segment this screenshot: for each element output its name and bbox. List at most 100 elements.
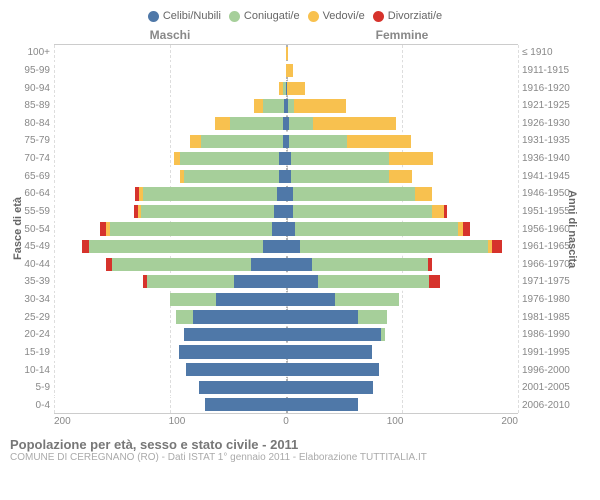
pyramid-row [54,80,518,98]
bar-segment-w [294,99,346,112]
bar-segment-d [429,275,441,288]
bar-segment-c [184,328,286,341]
swatch-vedovi [308,11,319,22]
age-band-label: 10-14 [24,361,54,379]
bar-segment-c [286,222,295,235]
bar-segment-c [279,170,286,183]
age-band-label: 20-24 [24,326,54,344]
bar-segment-c [286,345,372,358]
bar-segment-w [347,135,411,148]
birth-year-label: 1941-1945 [518,167,566,185]
bar-segment-m [184,170,279,183]
legend-label: Coniugati/e [244,10,300,22]
age-band-label: 30-34 [24,291,54,309]
plot-area [54,44,518,414]
pyramid-row [54,344,518,362]
bar-segment-m [263,99,284,112]
age-band-label: 55-59 [24,203,54,221]
age-band-label: 70-74 [24,150,54,168]
bar-segment-c [279,152,286,165]
pyramid-row [54,256,518,274]
bar-segment-w [287,82,304,95]
bar-segment-c [286,205,293,218]
birth-year-label: 1986-1990 [518,326,566,344]
birth-year-label: 1926-1930 [518,115,566,133]
bar-segment-w [215,117,230,130]
age-band-label: 25-29 [24,308,54,326]
bar-segment-c [286,258,312,271]
birth-year-label: ≤ 1910 [518,44,566,62]
pyramid-row [54,150,518,168]
bar-segment-m [180,152,279,165]
bar-segment-d [82,240,89,253]
birth-year-label: 1966-1970 [518,256,566,274]
bar-segment-c [205,398,286,411]
birth-year-label: 1981-1985 [518,308,566,326]
age-band-label: 65-69 [24,167,54,185]
xtick: 0 [283,416,289,427]
bar-segment-m [141,205,274,218]
pyramid-row [54,326,518,344]
bar-segment-c [186,363,286,376]
bar-segment-m [176,310,193,323]
birth-year-label: 1916-1920 [518,79,566,97]
age-band-label: 90-94 [24,79,54,97]
bar-segment-c [263,240,286,253]
pyramid-row [54,98,518,116]
bar-segment-w [286,64,293,77]
pyramid-row [54,397,518,414]
age-band-label: 85-89 [24,97,54,115]
bar-segment-c [286,363,379,376]
bar-segment-c [179,345,286,358]
xtick: 200 [54,416,71,427]
age-band-label: 75-79 [24,132,54,150]
bar-segment-c [286,310,358,323]
header-male: Maschi [54,28,286,42]
pyramid-row [54,291,518,309]
legend-item-coniugati: Coniugati/e [229,10,300,22]
legend-item-celibi: Celibi/Nubili [148,10,221,22]
bar-segment-m [293,187,415,200]
age-band-label: 0-4 [24,397,54,415]
legend-label: Celibi/Nubili [163,10,221,22]
legend: Celibi/Nubili Coniugati/e Vedovi/e Divor… [10,10,580,22]
pyramid-row [54,238,518,256]
bar-segment-c [286,293,335,306]
bar-segment-w [389,152,433,165]
footer: Popolazione per età, sesso e stato civil… [10,437,580,463]
bar-segment-w [286,47,288,60]
xtick: 100 [387,416,404,427]
pyramid-row [54,203,518,221]
pyramid-row [54,274,518,292]
birth-year-label: 1946-1950 [518,185,566,203]
bar-segment-c [286,381,373,394]
y-axis-title-left: Fasce di età [10,44,24,414]
bar-segment-m [230,117,282,130]
birth-year-label: 1951-1955 [518,203,566,221]
chart: Fasce di età 100+95-9990-9485-8980-8475-… [10,44,580,414]
age-band-label: 35-39 [24,273,54,291]
bar-segment-d [444,205,447,218]
bar-segment-m [293,205,432,218]
birth-year-label: 1931-1935 [518,132,566,150]
bar-segment-m [312,258,428,271]
pyramid-row [54,186,518,204]
bar-segment-w [432,205,444,218]
birth-year-label: 1996-2000 [518,361,566,379]
age-band-label: 50-54 [24,220,54,238]
bar-segment-m [170,293,216,306]
pyramid-row [54,45,518,63]
bar-segment-c [199,381,286,394]
bar-segment-w [415,187,432,200]
bar-segment-d [492,240,501,253]
bar-segment-c [193,310,286,323]
age-band-label: 80-84 [24,115,54,133]
pyramid-row [54,168,518,186]
age-band-label: 15-19 [24,344,54,362]
bar-segment-c [286,240,300,253]
swatch-divorziati [373,11,384,22]
bar-segment-w [174,152,181,165]
xtick: 100 [169,416,186,427]
pyramid-row [54,221,518,239]
bar-segment-c [274,205,286,218]
